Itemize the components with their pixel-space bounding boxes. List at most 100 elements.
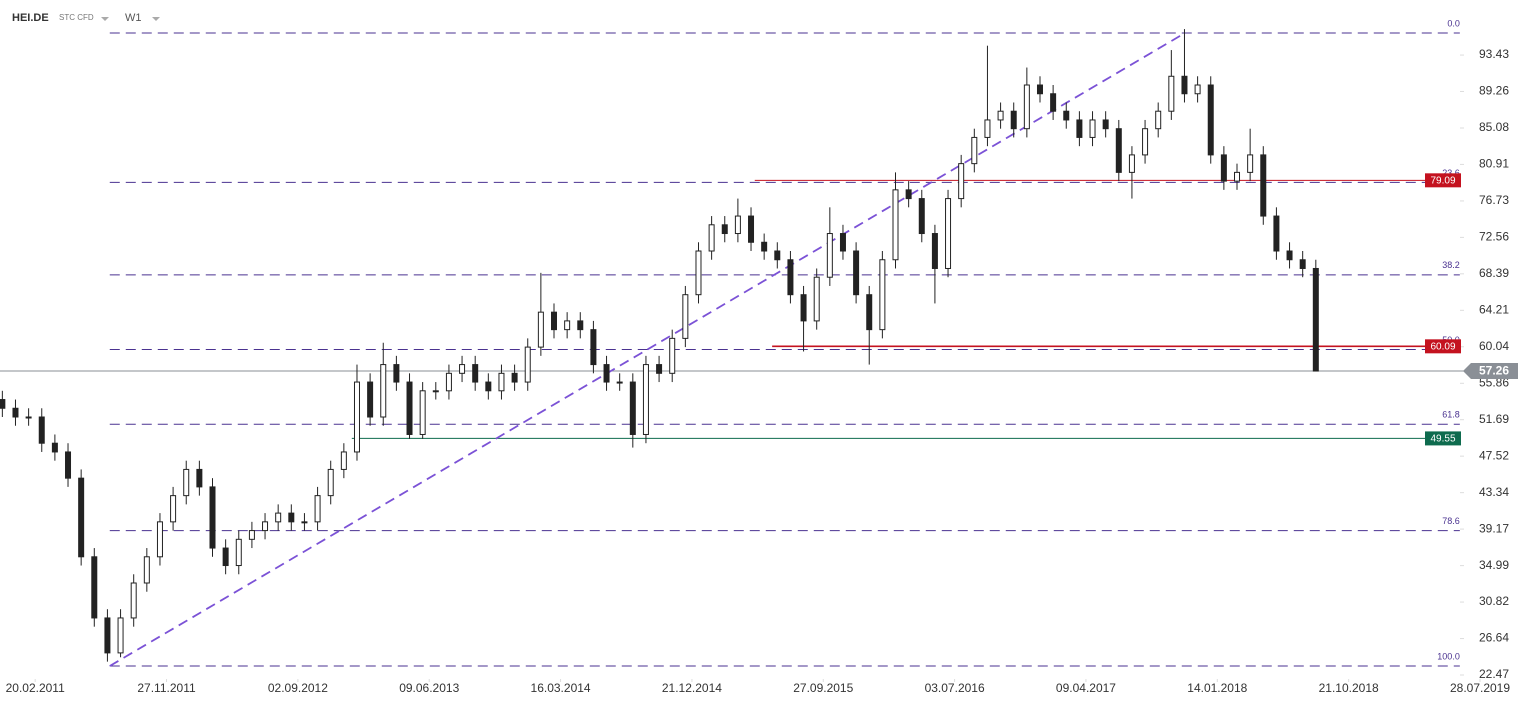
y-tick-label: 39.17	[1479, 521, 1509, 535]
candle-body	[590, 329, 597, 366]
candle-body	[301, 521, 308, 524]
candle-body	[787, 259, 794, 296]
y-tick-label: 85.08	[1479, 120, 1509, 134]
y-tick-label: 76.73	[1479, 193, 1509, 207]
y-tick-label: 93.43	[1479, 47, 1509, 61]
candle-body	[931, 233, 938, 269]
candle-body	[485, 381, 492, 392]
candle-body	[1299, 259, 1306, 269]
candle-body	[248, 530, 255, 540]
candle-body	[38, 416, 45, 444]
candle-body	[380, 364, 387, 418]
candle-body	[91, 556, 98, 619]
candle-body	[445, 372, 452, 392]
level-label: 79.09	[1430, 175, 1455, 186]
candle-body	[78, 477, 85, 558]
candle-body	[656, 364, 663, 374]
candle-body	[866, 294, 873, 331]
candle-body	[1076, 119, 1083, 138]
candle-body	[1168, 75, 1175, 112]
fib-label: 23.6	[1442, 168, 1460, 178]
candle-body	[1181, 75, 1188, 95]
candle-body	[774, 250, 781, 261]
x-tick-label: 14.01.2018	[1187, 681, 1247, 695]
level-badge	[1425, 431, 1461, 446]
candle-body	[459, 364, 466, 374]
x-tick-label: 21.10.2018	[1319, 681, 1379, 695]
y-tick-label: 68.39	[1479, 266, 1509, 280]
candle-body	[603, 364, 610, 383]
candle-body	[1023, 84, 1030, 130]
y-tick-label: 26.64	[1479, 631, 1509, 645]
candle-body	[472, 364, 479, 383]
candle-body	[432, 390, 439, 393]
candle-body	[156, 521, 163, 558]
candle-body	[117, 617, 124, 654]
candle-body	[1220, 154, 1227, 182]
candle-body	[1247, 154, 1254, 173]
candle-body	[143, 556, 150, 584]
dropdown-arrow[interactable]	[152, 17, 160, 21]
level-label: 49.55	[1430, 434, 1455, 445]
candle-body	[1128, 154, 1135, 173]
candle-body	[734, 215, 741, 235]
candle-body	[65, 451, 72, 479]
last-price-label: 57.26	[1479, 364, 1509, 378]
candle-body	[853, 250, 860, 296]
level-badge	[1425, 173, 1461, 188]
candle-body	[12, 407, 19, 418]
x-tick-label: 09.06.2013	[399, 681, 459, 695]
candle-body	[104, 617, 111, 654]
candle-body	[826, 233, 833, 278]
candle-body	[1115, 128, 1122, 173]
candle-body	[971, 136, 978, 165]
candle-body	[918, 198, 925, 235]
candle-body	[879, 259, 886, 331]
candle-body	[642, 364, 649, 435]
candle-body	[669, 337, 676, 374]
candle-body	[564, 320, 571, 331]
y-tick-label: 80.91	[1479, 157, 1509, 171]
candle-body	[1155, 110, 1162, 130]
last-price-badge	[1463, 363, 1518, 380]
x-tick-label: 27.11.2011	[137, 681, 196, 695]
candle-body	[327, 468, 334, 497]
plot: 93.43 89.26 85.08 80.91 76.73 72.56 68.39 64.21…	[0, 18, 1518, 695]
y-tick-label: 47.52	[1479, 448, 1509, 462]
candle-body	[222, 547, 229, 567]
candle-body	[1260, 154, 1267, 217]
dropdown-arrow[interactable]	[101, 17, 109, 21]
instrument[interactable]: STC CFD	[59, 13, 94, 22]
x-tick-label: 20.02.2011	[6, 681, 65, 695]
candle-body	[945, 198, 952, 269]
candle-body	[1273, 215, 1280, 252]
y-tick-label: 64.21	[1479, 303, 1509, 317]
y-tick-label: 22.47	[1479, 667, 1509, 681]
candle-body	[537, 311, 544, 348]
candle-body	[577, 320, 584, 331]
candle-body	[367, 381, 374, 418]
candle-body	[209, 486, 216, 549]
candle-body	[892, 189, 899, 261]
candle-body	[1050, 93, 1057, 112]
candle-body	[1102, 119, 1109, 130]
timeframe[interactable]: W1	[125, 12, 142, 24]
candle-body	[1207, 84, 1214, 156]
candle-body	[813, 276, 820, 322]
candle-body	[616, 381, 623, 384]
candle-body	[839, 233, 846, 252]
candle-body	[353, 381, 360, 453]
fib-label: 78.6	[1442, 516, 1460, 526]
candle-body	[288, 512, 295, 523]
candle-body	[761, 241, 768, 252]
y-tick-label: 72.56	[1479, 230, 1509, 244]
y-tick-label: 89.26	[1479, 84, 1509, 98]
x-tick-label: 09.04.2017	[1056, 681, 1116, 695]
y-tick-label: 51.69	[1479, 412, 1509, 426]
y-tick-label: 34.99	[1479, 558, 1509, 572]
candle-body	[1312, 267, 1319, 372]
y-tick-label: 60.04	[1479, 339, 1509, 353]
x-tick-label: 27.09.2015	[793, 681, 853, 695]
candle-body	[1234, 171, 1241, 182]
candle-body	[262, 521, 269, 532]
